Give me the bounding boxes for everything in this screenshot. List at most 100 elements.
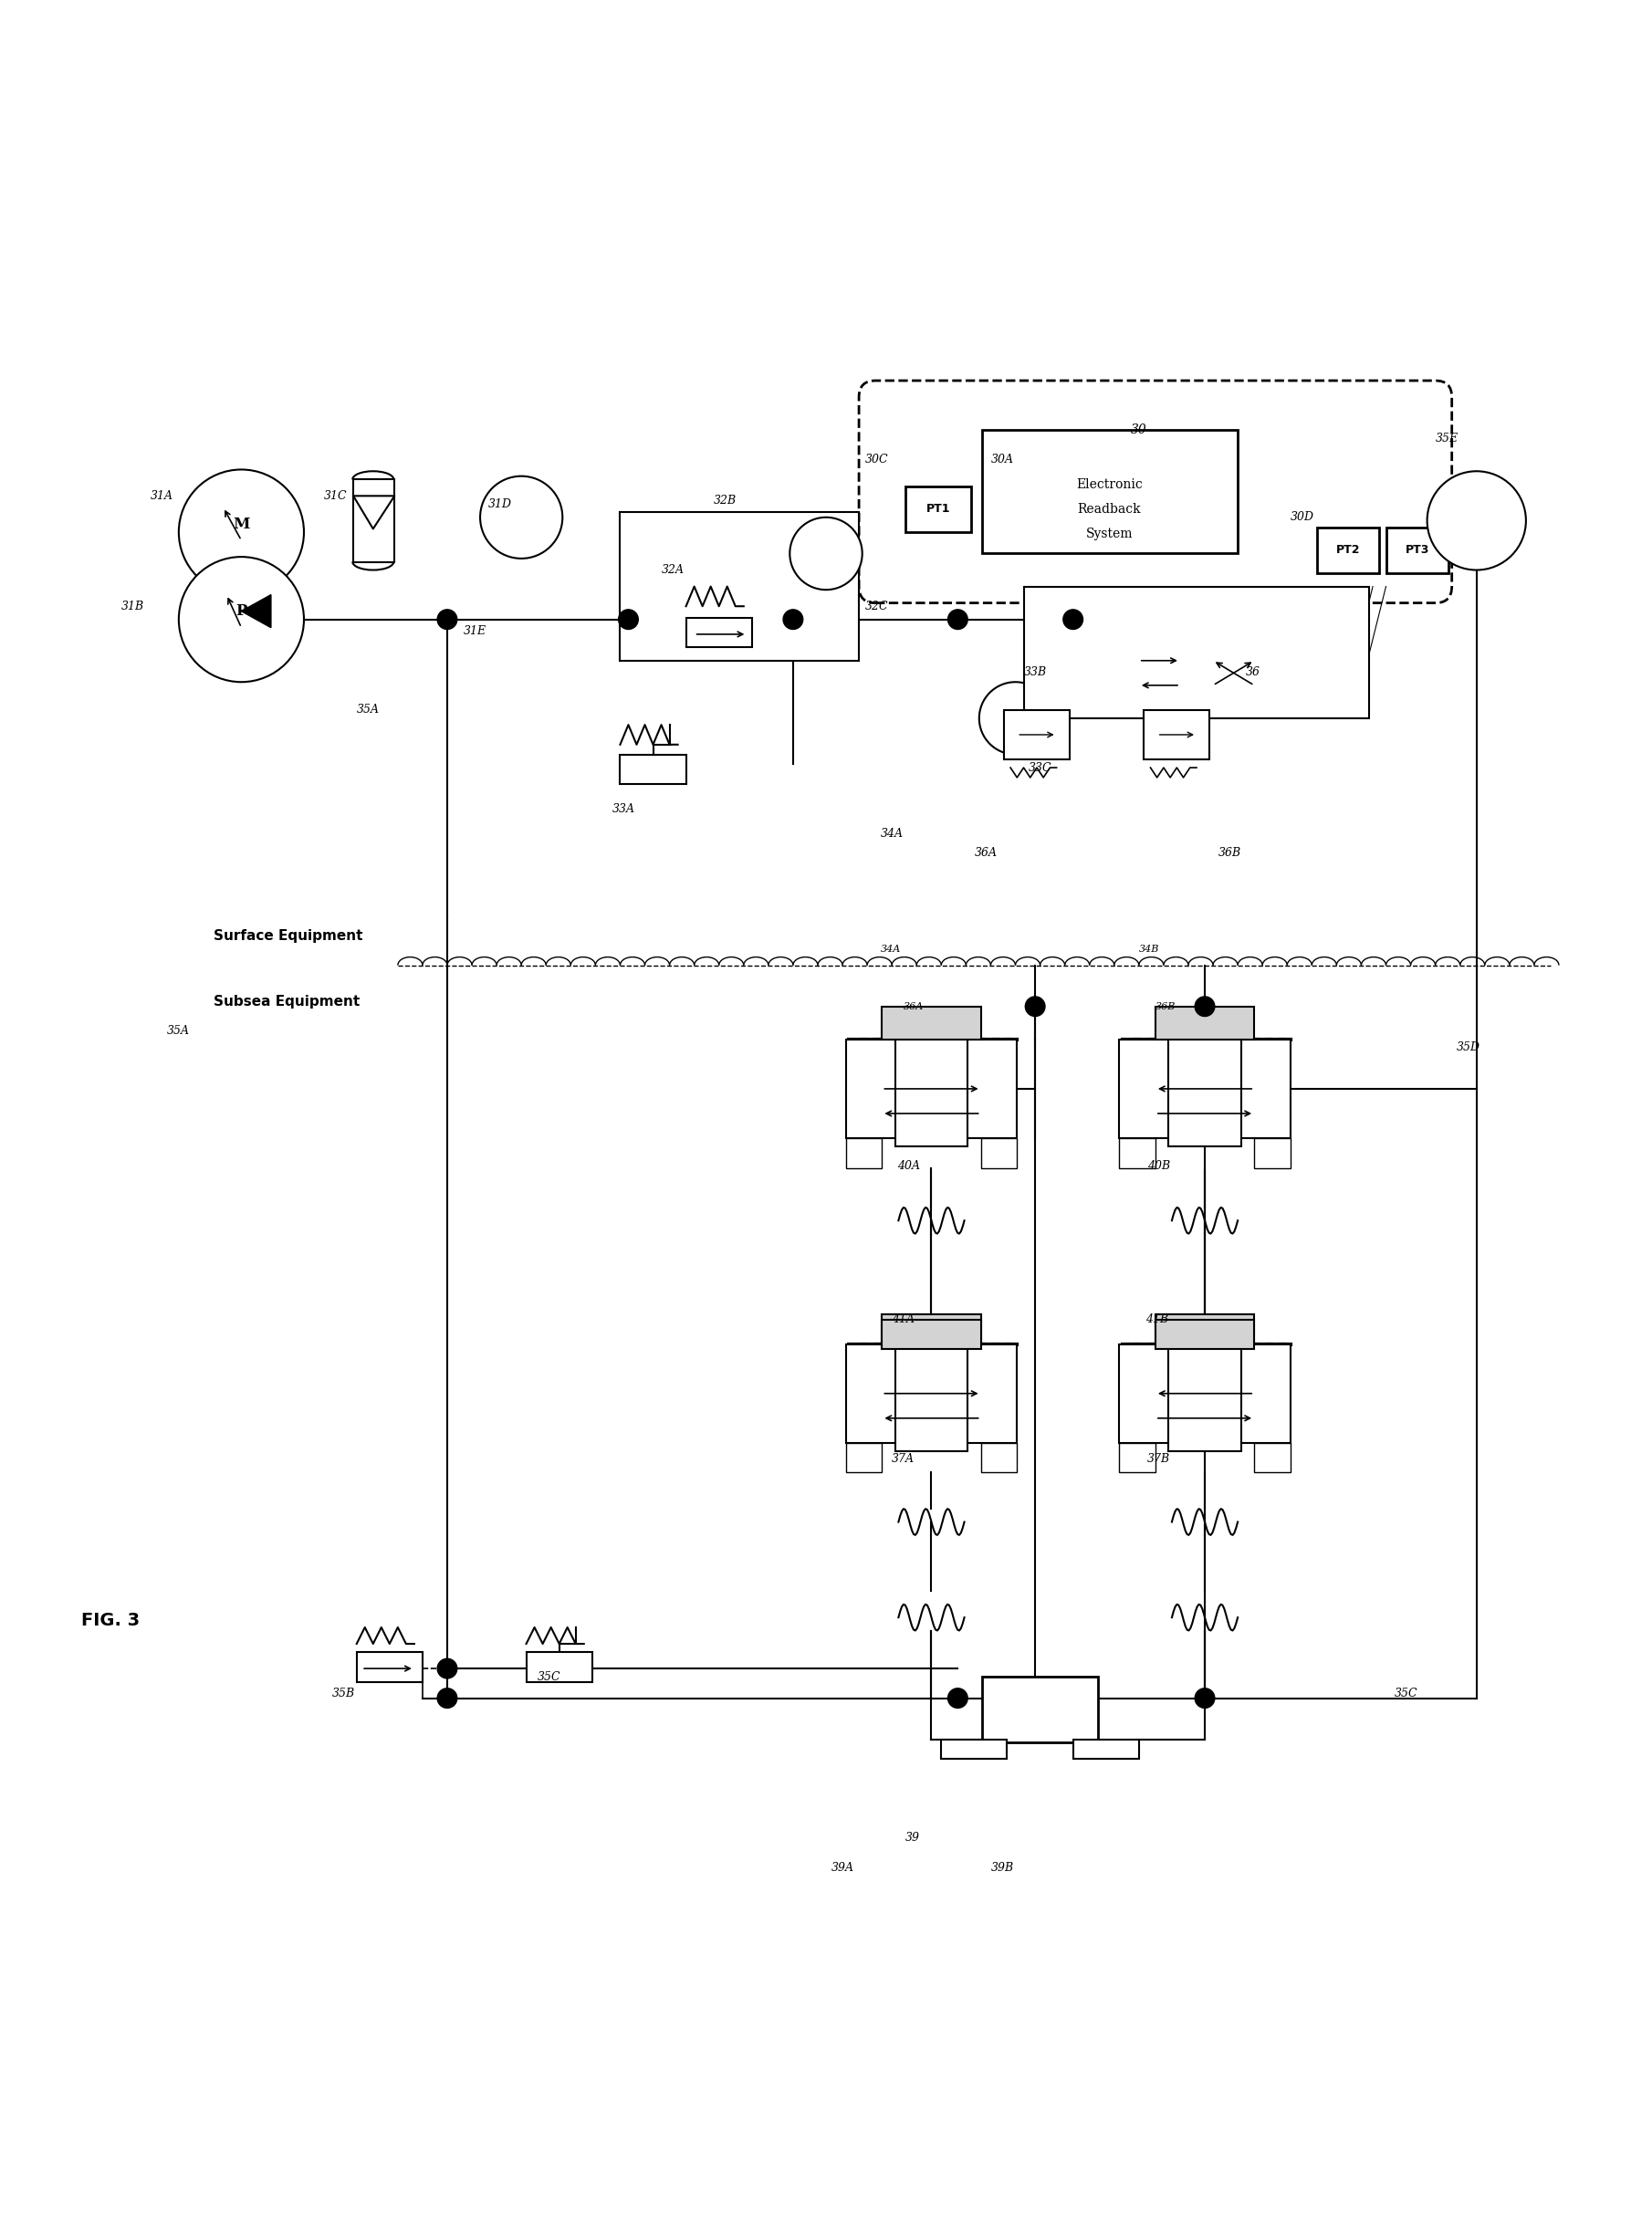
- Bar: [1118, 1443, 1155, 1472]
- Text: 41A: 41A: [892, 1314, 915, 1325]
- Bar: [942, 1739, 1008, 1759]
- Bar: [846, 1040, 1018, 1138]
- Bar: [527, 1652, 591, 1681]
- Text: 30A: 30A: [991, 454, 1014, 465]
- Text: 33C: 33C: [1029, 762, 1052, 773]
- Bar: [905, 485, 971, 532]
- Text: 35E: 35E: [1436, 432, 1459, 443]
- Circle shape: [1427, 472, 1526, 570]
- Bar: [846, 1138, 882, 1167]
- Bar: [1168, 1031, 1241, 1147]
- Bar: [354, 479, 395, 561]
- Bar: [1074, 1739, 1138, 1759]
- Circle shape: [438, 1659, 458, 1679]
- Circle shape: [1026, 995, 1046, 1016]
- Bar: [1143, 710, 1209, 759]
- Circle shape: [618, 610, 638, 630]
- Bar: [882, 1318, 981, 1350]
- Circle shape: [790, 517, 862, 590]
- Circle shape: [783, 610, 803, 630]
- Text: 32A: 32A: [661, 563, 684, 577]
- Bar: [981, 1138, 1018, 1167]
- Text: 35C: 35C: [539, 1670, 562, 1684]
- Bar: [1254, 1138, 1290, 1167]
- Text: 36B: 36B: [1218, 846, 1241, 860]
- Circle shape: [1194, 1688, 1214, 1708]
- Text: 32B: 32B: [714, 494, 737, 508]
- Circle shape: [1194, 995, 1214, 1016]
- Text: 35B: 35B: [332, 1688, 355, 1699]
- Text: 34A: 34A: [881, 944, 900, 953]
- Bar: [882, 1007, 981, 1040]
- Text: 34B: 34B: [1138, 944, 1160, 953]
- Bar: [895, 1031, 968, 1147]
- Circle shape: [1064, 610, 1084, 630]
- Text: 30C: 30C: [866, 454, 889, 465]
- Text: Subsea Equipment: Subsea Equipment: [213, 995, 360, 1009]
- Bar: [1004, 710, 1070, 759]
- Bar: [357, 1652, 423, 1681]
- Text: 40A: 40A: [897, 1160, 920, 1171]
- Bar: [1024, 586, 1370, 719]
- Circle shape: [481, 477, 562, 559]
- Text: 33B: 33B: [1024, 666, 1047, 677]
- Bar: [846, 1443, 882, 1472]
- Text: 31D: 31D: [489, 499, 512, 510]
- Bar: [1168, 1336, 1241, 1452]
- Text: 35C: 35C: [1394, 1688, 1417, 1699]
- Bar: [686, 617, 752, 648]
- Circle shape: [438, 1688, 458, 1708]
- Text: 36A: 36A: [904, 1002, 923, 1011]
- Text: 39: 39: [905, 1833, 920, 1844]
- Text: 41B: 41B: [1145, 1314, 1168, 1325]
- Text: 36: 36: [1246, 666, 1260, 677]
- Text: M: M: [233, 517, 249, 532]
- Text: 37B: 37B: [1146, 1454, 1170, 1465]
- Bar: [620, 512, 859, 661]
- Text: Readback: Readback: [1077, 503, 1142, 514]
- Text: 39A: 39A: [831, 1862, 854, 1873]
- Text: 31E: 31E: [464, 626, 487, 637]
- Bar: [895, 1336, 968, 1452]
- Bar: [1254, 1443, 1290, 1472]
- Circle shape: [438, 610, 458, 630]
- Text: 31B: 31B: [121, 601, 144, 612]
- Circle shape: [948, 1688, 968, 1708]
- Polygon shape: [354, 497, 395, 528]
- Text: Surface Equipment: Surface Equipment: [213, 929, 362, 942]
- Bar: [981, 1443, 1018, 1472]
- Text: 40B: 40B: [1146, 1160, 1170, 1171]
- Text: Electronic: Electronic: [1075, 479, 1143, 490]
- Bar: [882, 1314, 981, 1345]
- Text: 31A: 31A: [150, 490, 173, 501]
- Text: 39B: 39B: [991, 1862, 1014, 1873]
- Text: 35A: 35A: [357, 704, 380, 715]
- Text: 36A: 36A: [975, 846, 998, 860]
- Text: 31C: 31C: [324, 490, 347, 501]
- Text: 32C: 32C: [866, 601, 889, 612]
- Bar: [620, 755, 686, 784]
- Bar: [1386, 528, 1449, 572]
- Text: 30: 30: [1130, 423, 1146, 436]
- Circle shape: [980, 681, 1052, 755]
- Bar: [983, 1677, 1097, 1742]
- Text: 35D: 35D: [1457, 1042, 1480, 1053]
- Bar: [1118, 1138, 1155, 1167]
- Text: 34A: 34A: [881, 828, 904, 840]
- Text: 33A: 33A: [611, 804, 634, 815]
- Bar: [1118, 1040, 1290, 1138]
- Polygon shape: [241, 595, 271, 628]
- Text: PT3: PT3: [1406, 543, 1429, 557]
- Text: 30D: 30D: [1290, 512, 1313, 523]
- Text: 35A: 35A: [167, 1024, 190, 1038]
- Circle shape: [178, 470, 304, 595]
- Text: P: P: [236, 604, 248, 619]
- Bar: [1118, 1345, 1290, 1443]
- Circle shape: [178, 557, 304, 681]
- Text: System: System: [1085, 528, 1133, 541]
- Bar: [846, 1345, 1018, 1443]
- Bar: [1155, 1318, 1254, 1350]
- Bar: [983, 430, 1237, 555]
- Text: 36B: 36B: [1155, 1002, 1176, 1011]
- Text: PT1: PT1: [925, 503, 950, 514]
